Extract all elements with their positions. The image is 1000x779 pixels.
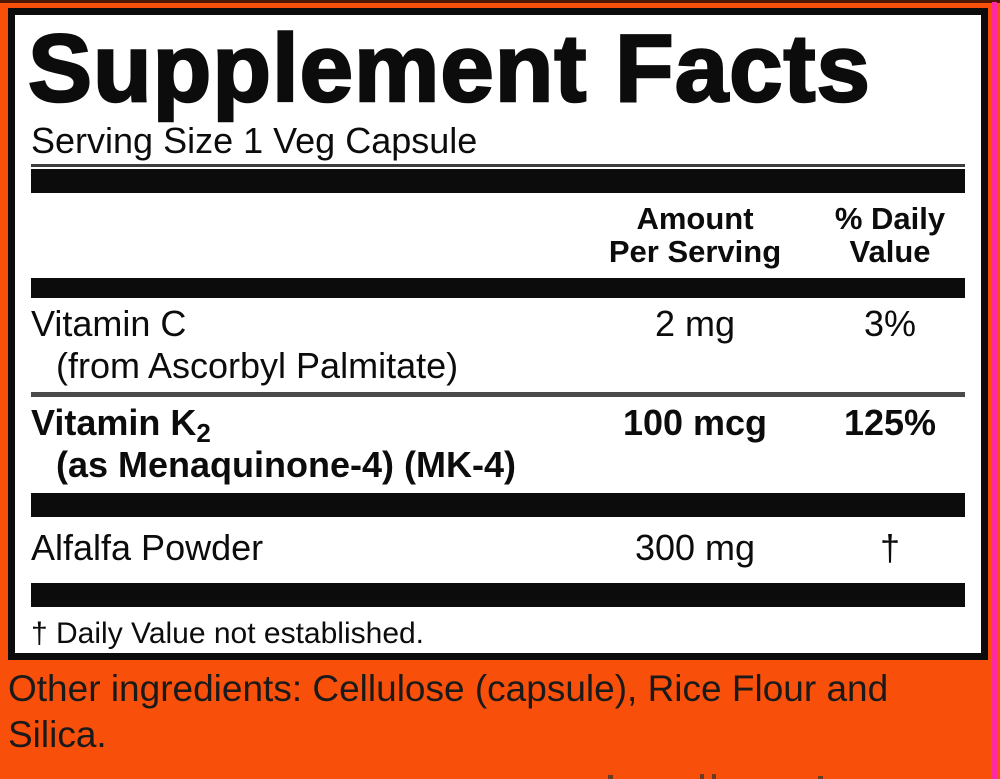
nutrient-row-main: Vitamin C 2 mg 3% (31, 303, 965, 345)
nutrient-amount: 2 mg (654, 302, 736, 344)
nutrient-amount: 300 mg (634, 526, 756, 568)
amount-header-line1: Amount (636, 200, 754, 236)
supplement-facts-panel: Supplement Facts Serving Size 1 Veg Caps… (8, 8, 988, 660)
nutrient-amount: 100 mcg (622, 401, 768, 443)
nutrient-name: Alfalfa Powder (31, 526, 264, 568)
daily-value-header-line2: Value (849, 233, 931, 269)
nutrient-daily-value: 125% (843, 401, 937, 443)
cropped-letter-top (818, 776, 823, 779)
cropped-letter-top (712, 774, 716, 779)
amount-header-line2: Per Serving (608, 233, 782, 269)
nutrient-row-vitamin-k2: Vitamin K2 100 mcg 125% (as Menaquinone-… (31, 397, 965, 491)
serving-size: Serving Size 1 Veg Capsule (31, 120, 478, 162)
nutrient-daily-value: † (879, 526, 901, 568)
top-edge-shadow (0, 0, 1000, 3)
nutrient-detail: (as Menaquinone-4) (MK-4) (56, 444, 517, 486)
nutrient-detail: (from Ascorbyl Palmitate) (56, 345, 459, 387)
divider-bar-bottom (31, 583, 965, 608)
divider-bar-mid (31, 492, 965, 517)
nutrient-name: Vitamin K2 (31, 401, 211, 448)
panel-title: Supplement Facts (27, 15, 871, 122)
divider-bar-top (31, 168, 965, 193)
nutrient-daily-value: 3% (863, 302, 917, 344)
amount-header: Amount Per Serving (575, 200, 815, 269)
nutrient-row-main: Alfalfa Powder 300 mg † (31, 527, 965, 569)
nutrient-row-alfalfa: Alfalfa Powder 300 mg † (31, 517, 965, 581)
nutrient-name: Vitamin C (31, 302, 187, 344)
daily-value-header: % Daily Value (815, 200, 965, 269)
nutrient-row-main: Vitamin K2 100 mcg 125% (31, 401, 965, 448)
daily-value-header-line1: % Daily (834, 200, 946, 236)
nutrient-name-subscript: 2 (196, 417, 211, 448)
other-ingredients-text: Other ingredients: Cellulose (capsule), … (8, 668, 889, 755)
nutrient-row-vitamin-c: Vitamin C 2 mg 3% (from Ascorbyl Palmita… (31, 298, 965, 392)
divider-bar-header (31, 277, 965, 298)
serving-size-rule (31, 163, 965, 167)
daily-value-footnote: † Daily Value not established. (31, 617, 425, 651)
pink-registration-strip (992, 2, 997, 779)
column-headers: Amount Per Serving % Daily Value (31, 193, 965, 278)
header-spacer (31, 202, 575, 268)
cropped-letter-top (608, 775, 613, 779)
cropped-letter-top (700, 774, 704, 779)
row-separator (31, 391, 965, 397)
